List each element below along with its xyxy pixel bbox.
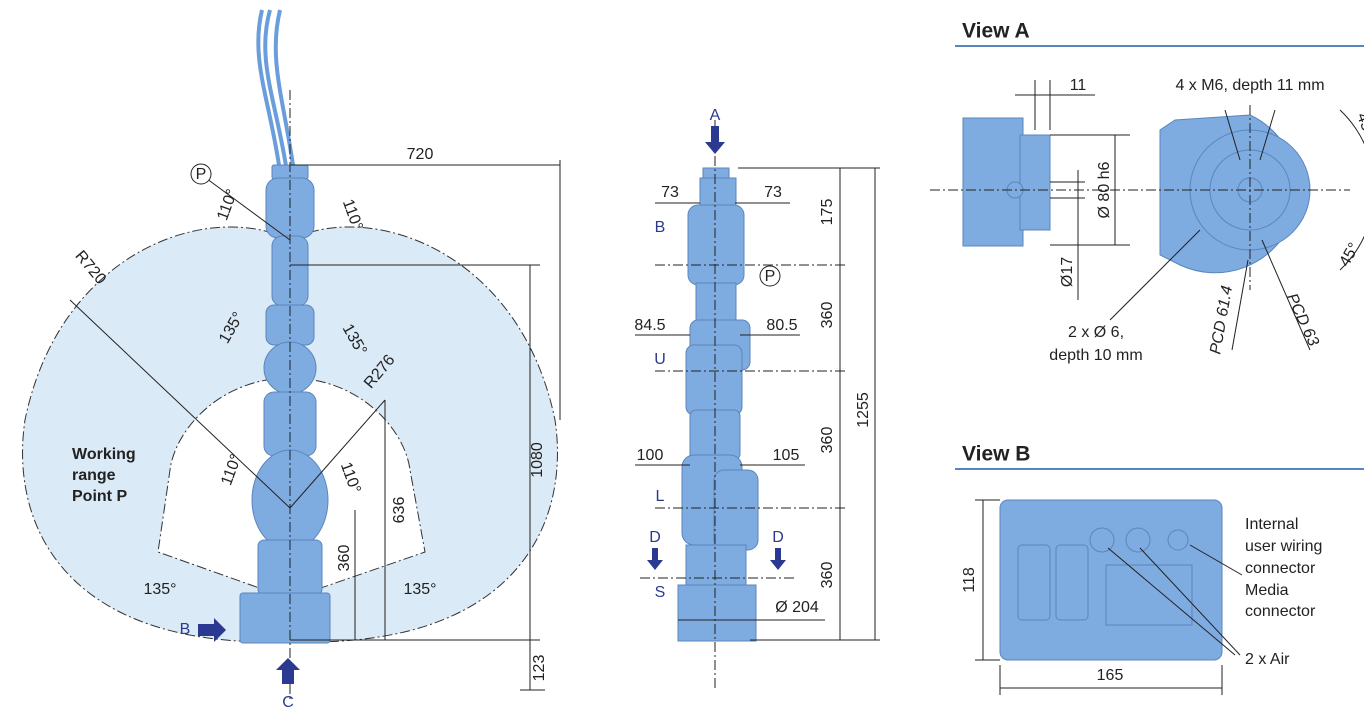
view-a-flange-rect (962, 117, 1024, 247)
angle-label: 45° (1353, 111, 1364, 140)
dim-label: 84.5 (634, 317, 665, 334)
side-robot-path (256, 9, 296, 173)
section-title: View B (962, 443, 1030, 466)
dim-label: 720 (407, 146, 434, 163)
point-label: P (196, 166, 207, 183)
view-a-dimensions-line (1231, 259, 1249, 351)
range-label: range (72, 467, 116, 484)
dim-label: 118 (961, 567, 978, 593)
view-b-dimensions-line (1189, 544, 1243, 576)
dim-label: Ø17 (1059, 257, 1076, 287)
view-arrow (276, 658, 300, 684)
range-label: Working (72, 446, 136, 463)
dim-label: 1255 (855, 392, 872, 428)
side-dimensions-line (194, 169, 291, 241)
view-a-dimensions-path (1339, 109, 1364, 271)
view-b-dimensions-line (1139, 547, 1241, 656)
side-dimensions-line (69, 299, 291, 509)
dim-label: depth 10 mm (1049, 347, 1142, 364)
front-robot-rect (699, 177, 737, 209)
axis-label: B (655, 219, 666, 236)
connector-label: Media (1245, 582, 1289, 599)
view-a-dimensions-line (1259, 109, 1276, 161)
axis-label: L (656, 488, 665, 505)
dim-label: 80.5 (766, 317, 797, 334)
dim-label: 2 x Ø 6, (1068, 324, 1124, 341)
dim-label: Ø 80 h6 (1096, 161, 1113, 218)
angle-label: 135° (143, 581, 176, 598)
view-arrow-label: A (710, 107, 721, 124)
view-arrow-label: B (180, 621, 191, 638)
angle-label: 135° (403, 581, 436, 598)
point-marker (759, 265, 781, 287)
view-b-panel-circle (1125, 527, 1151, 553)
dim-label: 11 (1070, 77, 1087, 94)
view-a-dimensions-line (1224, 109, 1241, 161)
view-b-dimensions (975, 499, 1243, 695)
view-arrow (705, 126, 725, 154)
connector-label: user wiring (1245, 538, 1322, 555)
point-marker (190, 163, 212, 185)
axis-label: S (655, 584, 666, 601)
dim-label: PCD 63 (1283, 291, 1322, 349)
view-b-panel-circle (1089, 527, 1115, 553)
dim-label: 123 (531, 655, 548, 682)
view-a-dimensions-line (1261, 239, 1311, 351)
dim-label: 636 (391, 497, 408, 524)
view-arrow-label: D (649, 529, 661, 546)
view-b-panel-rect (1017, 544, 1051, 621)
front-robot-rect (685, 544, 747, 586)
side-dimensions-line (289, 399, 386, 509)
side-robot-rect (239, 592, 331, 644)
front-robot (677, 167, 759, 642)
front-robot-rect (687, 204, 745, 286)
front-dimensions (635, 120, 880, 690)
angle-label: 45° (1336, 240, 1363, 269)
front-robot-rect (713, 469, 759, 551)
front-robot-rect (695, 282, 737, 324)
front-robot-rect (685, 344, 743, 416)
view-arrow-label: D (772, 529, 784, 546)
dim-label: 175 (819, 199, 836, 226)
view-arrow-label: C (282, 694, 294, 711)
view-b-panel (999, 499, 1223, 661)
dim-label: 4 x M6, depth 11 mm (1175, 77, 1324, 94)
connector-label: connector (1245, 560, 1316, 577)
dim-label: 360 (819, 562, 836, 589)
dim-label: 73 (764, 184, 782, 201)
dim-label: PCD 61.4 (1207, 284, 1236, 355)
dim-label: 360 (336, 545, 353, 572)
view-arrow (770, 548, 786, 570)
view-a-flange (962, 114, 1311, 274)
dim-label: 105 (773, 447, 800, 464)
dim-label: Ø 204 (775, 599, 819, 616)
connector-label: 2 x Air (1245, 651, 1290, 668)
view-b-panel-rect (1055, 544, 1089, 621)
view-b-panel-rect (1105, 564, 1193, 626)
dim-label: 165 (1097, 667, 1124, 684)
view-b-dimensions-line (1107, 547, 1236, 656)
dim-label: 100 (637, 447, 664, 464)
section-title: View A (962, 20, 1030, 43)
dim-label: 360 (819, 302, 836, 329)
point-label: P (765, 268, 776, 285)
view-arrow (198, 618, 226, 642)
axis-label: U (654, 351, 666, 368)
view-a-dimensions-line (1109, 229, 1201, 321)
connector-label: connector (1245, 603, 1316, 620)
view-a-flange-rect (1019, 134, 1051, 231)
angle-label: 110° (214, 187, 241, 223)
connector-label: Internal (1245, 516, 1298, 533)
range-label: Point P (72, 488, 127, 505)
view-arrow (647, 548, 663, 570)
side-dimensions (69, 90, 561, 700)
view-b-panel-circle (1167, 529, 1189, 551)
dim-label: 73 (661, 184, 679, 201)
view-a-dimensions (930, 80, 1364, 351)
dim-label: 360 (819, 427, 836, 454)
dim-label: 1080 (529, 442, 546, 478)
front-robot-rect (677, 584, 757, 642)
